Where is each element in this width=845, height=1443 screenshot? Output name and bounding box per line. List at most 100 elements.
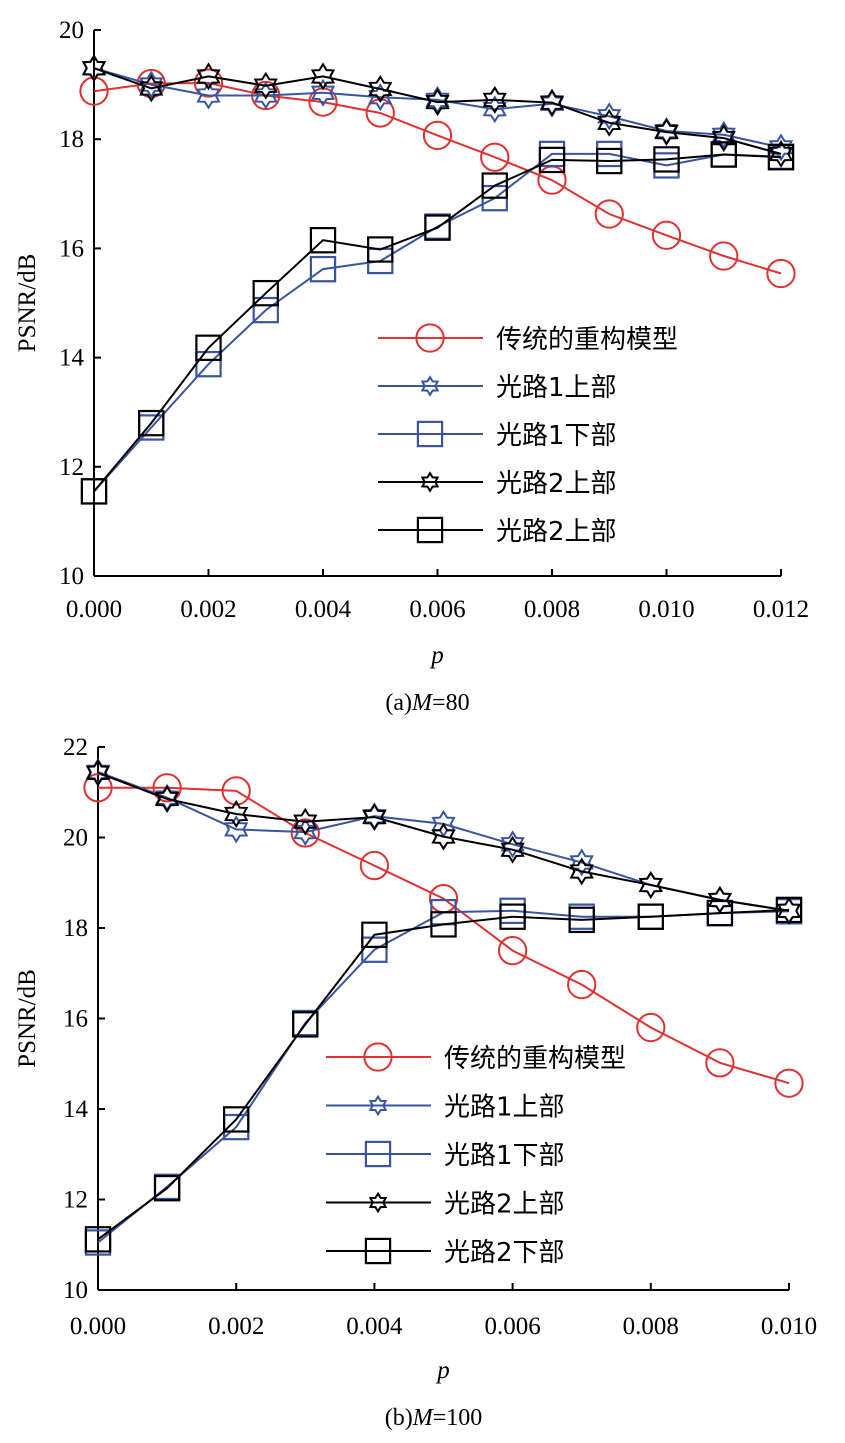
series-line <box>93 153 782 493</box>
data-point-star <box>310 78 336 107</box>
data-point-star <box>310 62 336 91</box>
legend-marker-square <box>416 420 444 448</box>
data-point-star <box>196 62 221 91</box>
data-point-star <box>482 85 507 114</box>
legend-label: 光路2下部 <box>444 1238 565 1268</box>
data-point-star <box>293 807 318 836</box>
legend-label: 光路1下部 <box>496 421 617 451</box>
x-axis-title: p <box>435 1357 450 1384</box>
y-tick-label: 18 <box>63 915 88 942</box>
data-point-circle <box>537 165 567 195</box>
x-tick-label: 0.004 <box>295 596 352 623</box>
x-tick-label: 0.008 <box>623 1313 679 1340</box>
data-point-star <box>768 139 794 168</box>
data-point-square <box>309 227 337 254</box>
series-4 <box>80 141 795 505</box>
data-point-circle <box>774 1068 804 1098</box>
data-point-square <box>499 903 526 930</box>
data-point-circle <box>480 142 510 172</box>
legend-label: 光路1下部 <box>444 1141 565 1171</box>
data-point-circle <box>497 935 528 966</box>
y-tick-label: 20 <box>63 825 88 852</box>
data-point-square <box>292 1011 319 1038</box>
x-tick-label: 0.000 <box>66 596 122 623</box>
data-point-square <box>138 409 165 437</box>
y-axis-title: PSNR/dB <box>14 254 41 353</box>
panel-caption: (b)M=100 <box>385 1405 483 1431</box>
data-point-star <box>425 88 450 117</box>
caption-value: =100 <box>433 1405 483 1431</box>
data-point-circle <box>193 68 224 98</box>
data-point-circle <box>152 773 182 803</box>
y-tick-label: 10 <box>63 1277 88 1304</box>
data-point-star <box>654 118 679 147</box>
y-tick-label: 10 <box>59 563 84 590</box>
data-point-circle <box>359 850 390 881</box>
y-tick-label: 22 <box>63 734 88 761</box>
data-point-star <box>597 108 622 137</box>
legend-item: 光路1上部 <box>326 1093 565 1123</box>
legend-label: 光路2上部 <box>496 469 617 499</box>
data-point-square <box>596 147 623 175</box>
series-line <box>97 908 790 1241</box>
data-point-star <box>154 784 180 813</box>
y-axis-title: PSNR/dB <box>14 969 41 1068</box>
data-point-square <box>195 334 222 361</box>
legend-label: 光路2上部 <box>496 517 617 547</box>
data-point-star <box>500 830 525 859</box>
x-tick-label: 0.002 <box>208 1313 264 1340</box>
data-point-square <box>252 279 279 307</box>
series-2 <box>80 140 795 505</box>
legend-marker-star <box>368 1191 388 1214</box>
y-tick-label: 20 <box>59 17 84 44</box>
x-tick-label: 0.008 <box>524 596 580 623</box>
data-point-square <box>568 906 595 934</box>
data-point-circle <box>422 120 453 151</box>
x-tick-label: 0.002 <box>180 596 236 623</box>
data-point-star <box>539 88 565 117</box>
data-point-star <box>431 822 456 851</box>
legend-item: 光路2上部 <box>378 469 617 499</box>
legend-marker-circle <box>415 323 445 353</box>
data-point-square <box>430 911 457 938</box>
data-point-square <box>653 146 680 173</box>
x-tick-label: 0.012 <box>753 596 809 623</box>
chart-panel-b: 10 12 14 16 18 20 22 0.000 0.002 0.004 0.006 0.008 0… <box>14 734 817 1431</box>
y-tick-label: 18 <box>59 126 84 153</box>
data-point-star <box>368 75 393 103</box>
caption-prefix: (a) <box>385 690 412 716</box>
caption-value: =80 <box>432 690 470 716</box>
data-point-square <box>84 1226 112 1253</box>
legend-marker-star <box>420 375 440 397</box>
legend-marker-square <box>364 1237 392 1265</box>
data-point-star <box>253 71 278 100</box>
data-point-circle <box>83 773 113 803</box>
data-point-star <box>224 815 249 844</box>
x-tick-label: 0.010 <box>638 596 694 623</box>
legend-marker-circle <box>363 1042 393 1072</box>
data-point-star <box>597 102 622 131</box>
data-point-star <box>711 120 736 149</box>
legend-marker-square <box>364 1140 392 1168</box>
caption-variable: M <box>412 1405 435 1431</box>
data-point-square <box>153 1174 181 1202</box>
data-point-star <box>638 871 663 899</box>
data-point-square <box>767 144 795 171</box>
legend-item: 光路1上部 <box>378 373 617 403</box>
data-point-circle <box>428 883 459 914</box>
data-point-star <box>707 885 733 914</box>
legend-item: 传统的重构模型 <box>378 323 678 355</box>
data-point-square <box>424 214 451 241</box>
legend-item: 光路2上部 <box>326 1190 565 1220</box>
data-point-circle <box>567 969 597 1000</box>
panel-caption: (a)M=80 <box>385 690 469 716</box>
x-tick-label: 0.004 <box>346 1313 403 1340</box>
data-point-square <box>223 1106 250 1133</box>
data-point-square <box>710 141 737 168</box>
y-tick-label: 12 <box>59 454 84 481</box>
series-line <box>97 771 790 912</box>
y-tick-label: 12 <box>63 1187 88 1214</box>
data-point-square <box>367 236 394 263</box>
legend-marker-square <box>416 516 444 544</box>
